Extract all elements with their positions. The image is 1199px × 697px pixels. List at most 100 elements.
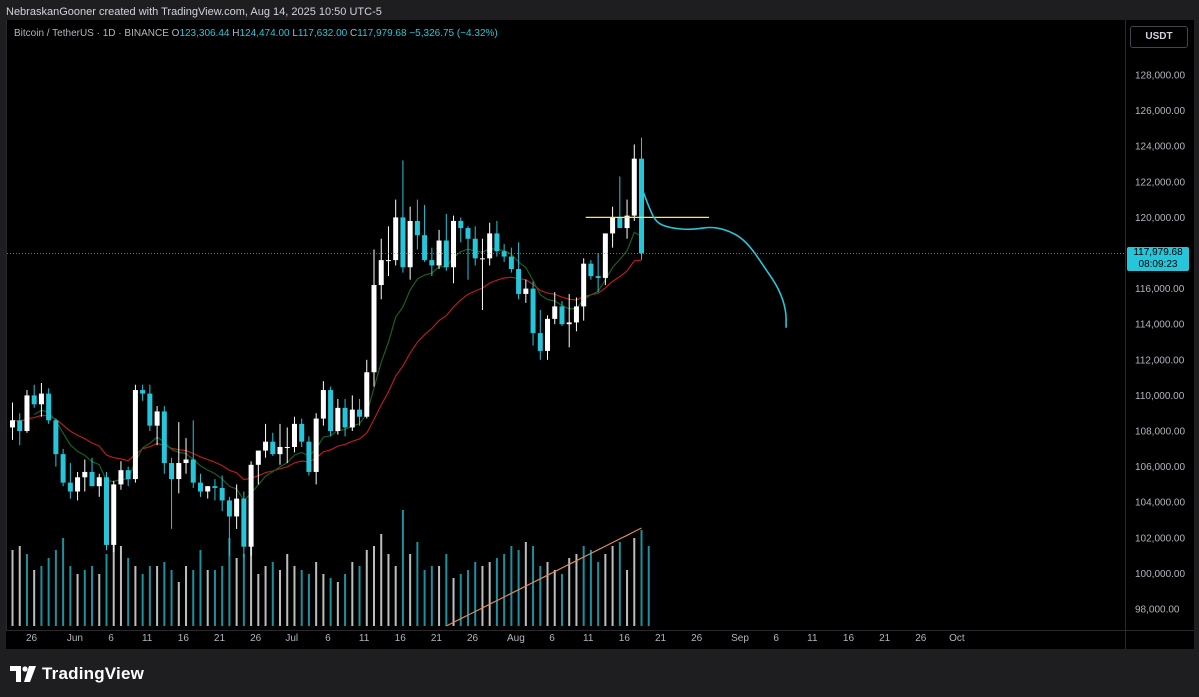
volume-bar	[459, 574, 462, 626]
volume-bar	[134, 566, 137, 626]
candle-body	[639, 158, 645, 254]
last-price-label: 117,979.68 08:09:23	[1127, 247, 1189, 272]
volume-bar	[98, 574, 101, 626]
attribution-header: NebraskanGooner created with TradingView…	[6, 6, 382, 18]
volume-bar	[517, 550, 520, 626]
candle-body	[357, 409, 363, 417]
volume-bar	[250, 538, 253, 626]
candle-body	[414, 220, 420, 236]
volume-bar	[271, 562, 274, 626]
x-tick-label: 11	[583, 633, 594, 644]
candle-body	[10, 420, 15, 428]
x-tick-label: Aug	[507, 633, 525, 644]
currency-button[interactable]: USDT	[1130, 26, 1188, 48]
x-tick-label: 26	[26, 633, 38, 644]
x-tick-label: 26	[691, 633, 703, 644]
volume-bar	[423, 570, 426, 626]
x-tick-label: 11	[359, 633, 370, 644]
candle-body	[270, 441, 276, 455]
candle-body	[443, 240, 449, 268]
candle-body	[465, 228, 471, 239]
x-tick-label: 16	[178, 633, 190, 644]
volume-bar	[553, 570, 556, 626]
x-tick-label: 21	[431, 633, 443, 644]
volume-bar	[394, 566, 397, 626]
candle-body	[96, 477, 102, 487]
candle-body	[349, 409, 355, 428]
candle-body	[364, 372, 370, 417]
candle-body	[67, 482, 73, 492]
candle-body	[255, 450, 261, 465]
volume-bar	[47, 558, 50, 626]
low-value: 117,632.00	[297, 28, 348, 39]
volume-bar	[373, 546, 375, 626]
candle-body	[190, 459, 196, 483]
candle-body	[176, 463, 182, 480]
candle-body	[508, 256, 514, 270]
candle-body	[581, 263, 587, 307]
candle-body	[226, 500, 232, 517]
candle-body	[631, 158, 637, 216]
candle-body	[523, 288, 529, 294]
candle-body	[103, 477, 109, 545]
candle-body	[60, 454, 66, 483]
volume-bar	[286, 554, 289, 626]
volume-bar	[416, 542, 419, 626]
volume-bar	[618, 542, 621, 626]
candle-body	[566, 322, 572, 325]
volume-bar	[560, 574, 563, 626]
volume-bar	[597, 562, 600, 626]
volume-bar	[626, 570, 629, 626]
x-tick-label: Oct	[949, 633, 965, 644]
candle-body	[537, 333, 543, 351]
candle-body	[132, 390, 138, 480]
symbol-legend[interactable]: Bitcoin / TetherUS · 1D · BINANCE O123,3…	[14, 28, 498, 39]
candle-body	[602, 233, 608, 278]
volume-bar	[524, 542, 527, 626]
candle-body	[205, 486, 211, 492]
candle-body	[299, 423, 305, 442]
candle-body	[234, 498, 240, 517]
volume-bar	[438, 566, 441, 626]
volume-bar	[474, 562, 477, 626]
last-price-countdown: 08:09:23	[1138, 259, 1178, 271]
candle-body	[429, 260, 435, 266]
volume-bar	[206, 570, 209, 626]
x-tick-label: Sep	[731, 633, 749, 644]
x-tick-label: 16	[395, 633, 407, 644]
chart-pane[interactable]	[6, 20, 1126, 630]
time-axis[interactable]	[6, 630, 1125, 649]
candle-body	[371, 285, 377, 373]
candle-body	[212, 486, 218, 488]
candle-body	[335, 407, 341, 431]
candle-body	[400, 217, 406, 268]
tradingview-logo[interactable]: TradingView	[10, 662, 144, 686]
volume-bar	[452, 578, 455, 626]
candle-body	[118, 470, 124, 485]
y-tick-label: 114,000.00	[1135, 320, 1185, 331]
candle-body	[479, 258, 485, 260]
volume-bar	[18, 546, 21, 626]
volume-bar	[365, 550, 368, 626]
volume-bar	[25, 554, 28, 626]
y-tick-label: 100,000.00	[1135, 569, 1185, 580]
candle-body	[559, 306, 565, 325]
candle-body	[284, 447, 290, 449]
candle-body	[75, 477, 81, 492]
candle-body	[154, 411, 160, 426]
candle-body	[458, 220, 464, 229]
price-axis[interactable]	[1125, 20, 1194, 630]
volume-bar	[170, 570, 173, 626]
volume-bar	[315, 562, 318, 626]
volume-bar	[148, 566, 151, 626]
volume-bar	[54, 550, 57, 626]
candle-body	[219, 487, 225, 501]
volume-bar	[105, 554, 108, 626]
volume-bar	[640, 530, 643, 626]
candle-body	[38, 393, 44, 405]
candle-body	[494, 233, 500, 252]
volume-bar	[300, 570, 303, 626]
close-value: 117,979.68	[357, 28, 407, 39]
candle-body	[610, 217, 616, 234]
candle-body	[197, 482, 203, 492]
